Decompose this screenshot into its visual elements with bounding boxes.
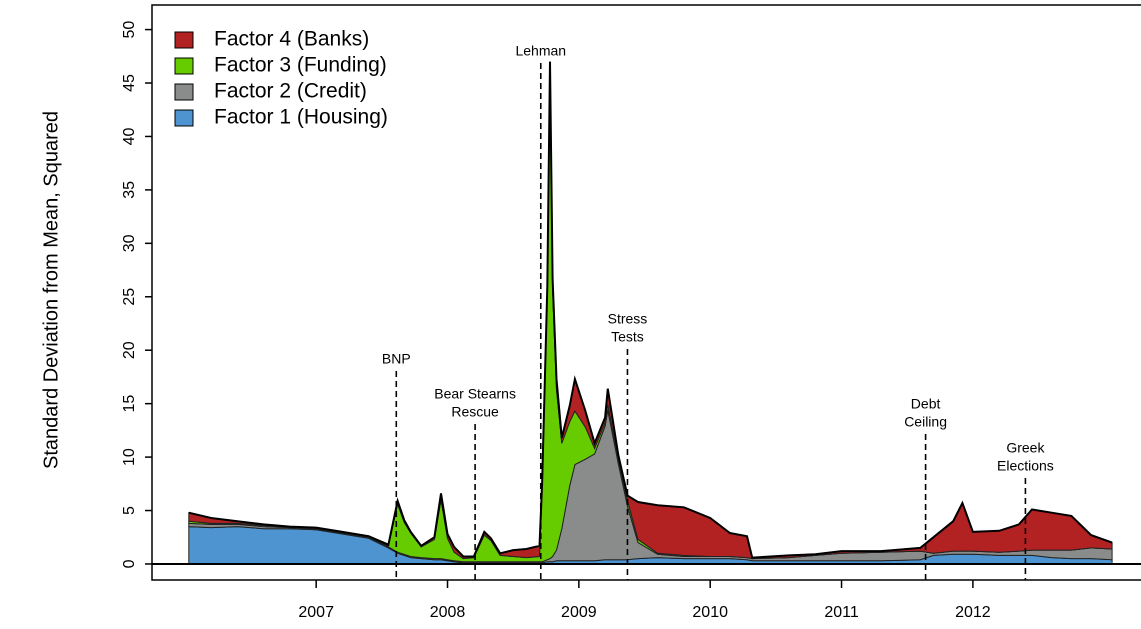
y-tick-label: 25 bbox=[121, 288, 138, 306]
annotation-label: Elections bbox=[997, 458, 1054, 474]
axis-frame bbox=[151, 4, 1141, 581]
area bbox=[188, 61, 1113, 560]
x-tick-label: 2007 bbox=[298, 604, 334, 621]
y-tick-label: 35 bbox=[121, 181, 138, 199]
x-tick-label: 2009 bbox=[561, 604, 597, 621]
annotation-label: BNP bbox=[382, 351, 411, 367]
y-axis-label: Standard Deviation from Mean, Squared bbox=[40, 111, 62, 469]
annotation-label: Greek bbox=[1006, 440, 1045, 456]
legend-swatch bbox=[174, 109, 194, 127]
y-tick-label: 15 bbox=[121, 395, 138, 413]
y-tick-label: 45 bbox=[121, 74, 138, 92]
y-tick-label: 30 bbox=[121, 234, 138, 252]
legend-label: Factor 1 (Housing) bbox=[214, 106, 388, 129]
x-tick-label: 2011 bbox=[824, 604, 859, 621]
annotation-label: Debt bbox=[911, 396, 941, 412]
total-outline bbox=[188, 61, 1113, 559]
legend-swatch bbox=[174, 83, 194, 101]
legend-label: Factor 4 (Banks) bbox=[214, 28, 369, 51]
legend-swatch bbox=[174, 31, 194, 49]
legend-label: Factor 2 (Credit) bbox=[214, 80, 367, 103]
legend-swatch bbox=[174, 57, 194, 75]
y-tick-label: 40 bbox=[121, 127, 138, 145]
x-tick-label: 2010 bbox=[692, 604, 728, 621]
y-tick-label: 10 bbox=[121, 448, 138, 466]
annotation-label: Rescue bbox=[451, 404, 499, 420]
x-tick-label: 2008 bbox=[430, 604, 466, 621]
plot-area bbox=[188, 61, 1113, 565]
y-tick-label: 20 bbox=[121, 341, 138, 359]
annotation-label: Ceiling bbox=[904, 414, 947, 430]
area bbox=[188, 66, 1113, 563]
legend-label: Factor 3 (Funding) bbox=[214, 54, 387, 77]
annotation-label: Tests bbox=[611, 329, 644, 345]
annotation-label: Stress bbox=[608, 311, 648, 327]
x-tick-label: 2012 bbox=[955, 604, 991, 621]
annotation-label: Bear Stearns bbox=[434, 386, 516, 402]
y-tick-label: 50 bbox=[121, 21, 138, 39]
y-tick-label: 0 bbox=[121, 559, 138, 568]
annotation-label: Lehman bbox=[515, 43, 566, 59]
y-tick-label: 5 bbox=[121, 506, 138, 515]
